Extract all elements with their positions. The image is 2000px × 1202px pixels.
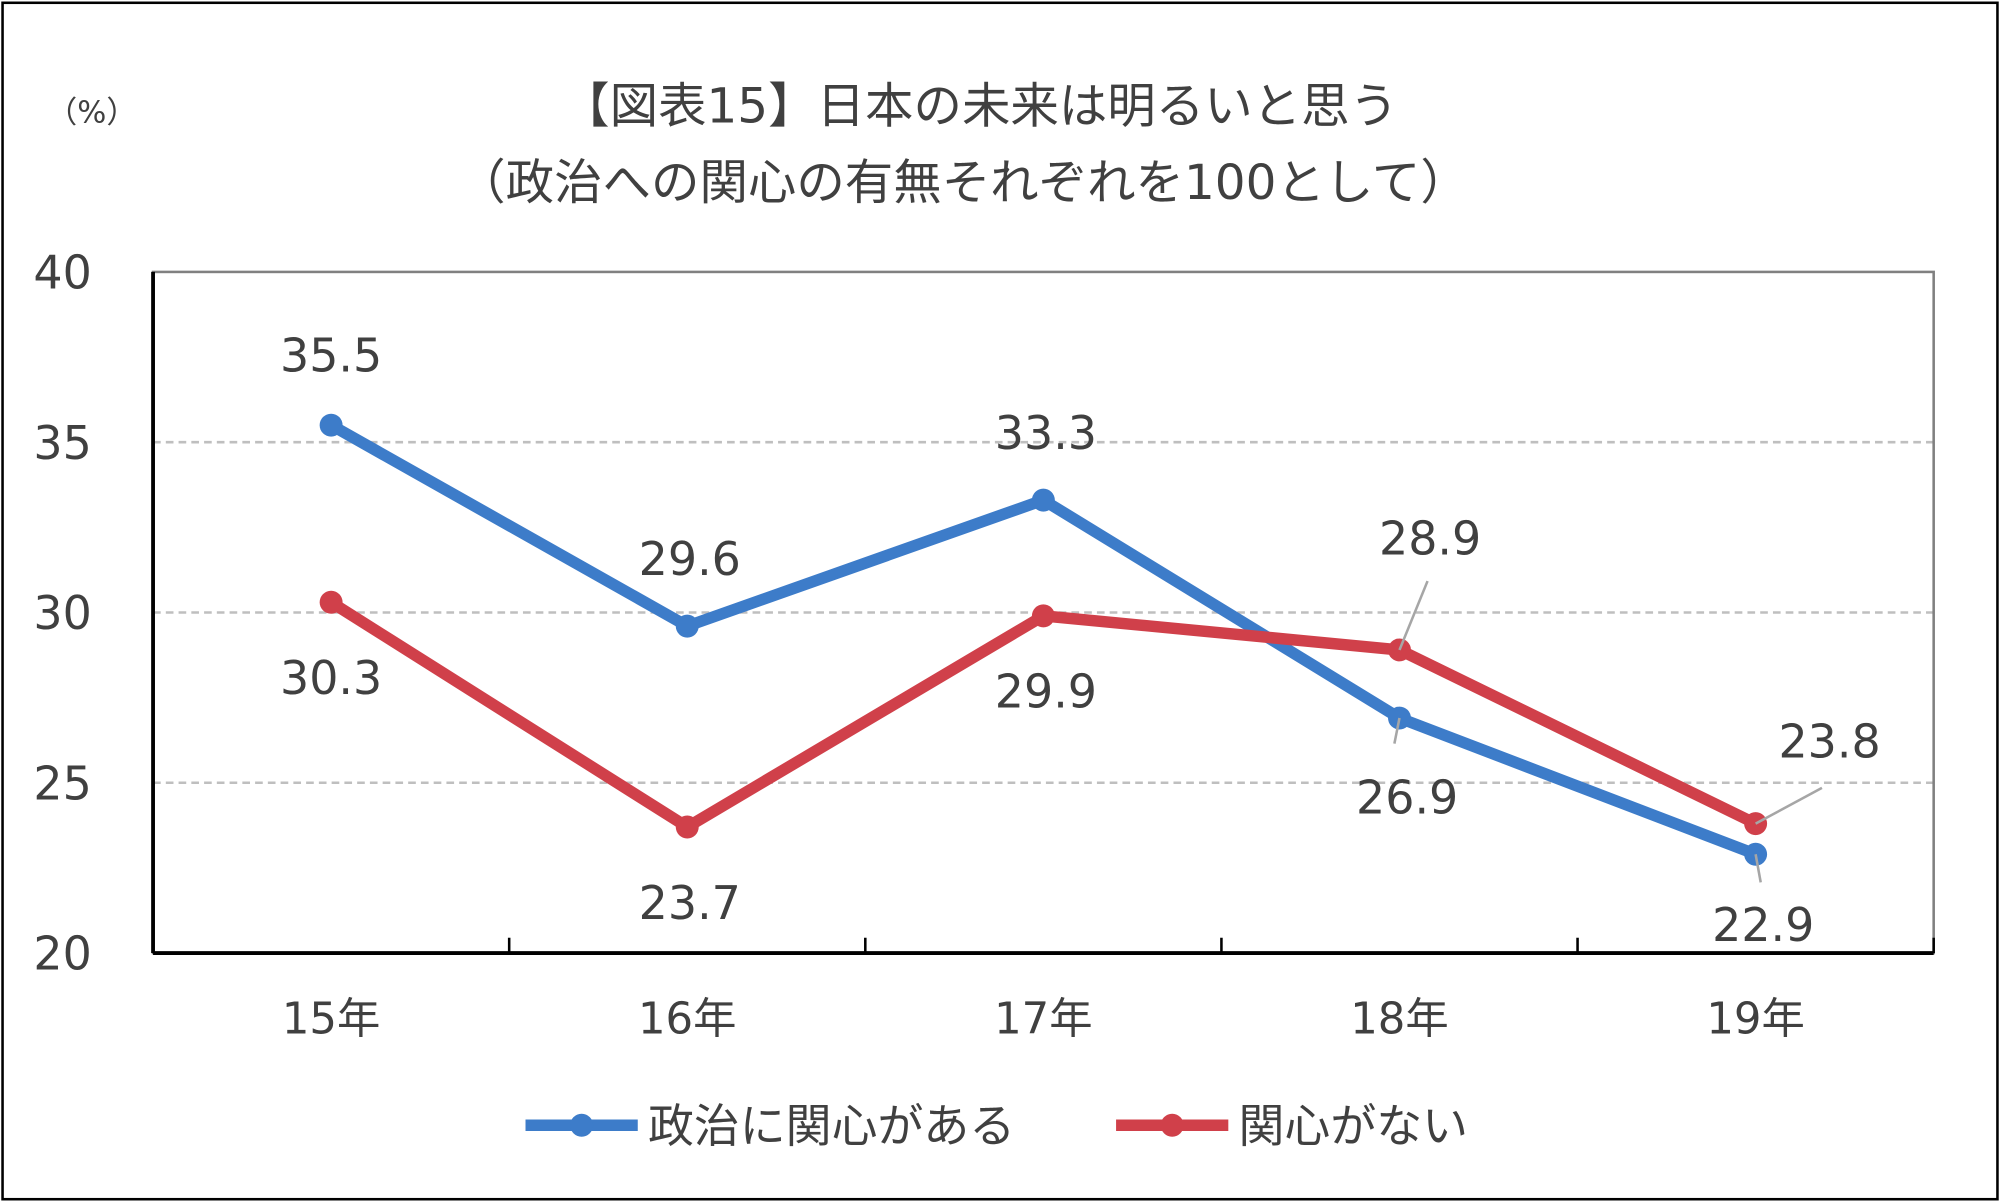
data-point [675, 614, 699, 638]
legend-marker [1160, 1113, 1184, 1137]
x-tick-label: 19年 [1706, 994, 1805, 1044]
x-tick-label: 15年 [282, 994, 381, 1044]
data-label: 35.5 [280, 329, 382, 383]
data-label: 22.9 [1712, 898, 1814, 952]
legend-label: 政治に関心がある [648, 1099, 1015, 1153]
data-label: 33.3 [995, 406, 1097, 460]
data-label: 23.7 [639, 876, 741, 930]
leader-line [1754, 854, 1762, 883]
data-point [319, 413, 343, 437]
leader-line [1398, 580, 1429, 651]
y-tick-label: 20 [33, 927, 91, 981]
data-point [675, 815, 699, 839]
x-tick-label: 18年 [1350, 994, 1449, 1044]
legend-item-1: 関心がない [1116, 1099, 1468, 1153]
chart-title: 【図表15】日本の未来は明るいと思う [561, 79, 1398, 135]
data-label: 29.9 [995, 665, 1097, 719]
leader-line [1755, 786, 1823, 825]
data-point [1744, 812, 1768, 836]
data-label: 26.9 [1356, 771, 1458, 825]
y-axis-unit: （%） [47, 96, 137, 131]
data-label: 28.9 [1379, 511, 1481, 565]
data-label: 29.6 [639, 532, 741, 586]
legend-marker [570, 1113, 594, 1137]
data-label: 23.8 [1778, 714, 1880, 768]
data-point [1031, 604, 1055, 628]
data-point [319, 590, 343, 614]
y-tick-label: 35 [33, 416, 91, 470]
legend-label: 関心がない [1239, 1099, 1469, 1153]
chart-subtitle: （政治への関心の有無それぞれを100として） [457, 155, 1469, 211]
y-tick-label: 25 [33, 756, 91, 810]
y-tick-label: 30 [33, 586, 91, 640]
legend-item-0: 政治に関心がある [525, 1099, 1015, 1153]
x-tick-label: 17年 [994, 994, 1093, 1044]
leader-line [1393, 717, 1401, 744]
x-tick-label: 16年 [638, 994, 737, 1044]
series-0: 35.5 29.6 33.3 26.9 22.9 [280, 329, 1814, 952]
data-label: 30.3 [280, 651, 382, 705]
data-point [1031, 488, 1055, 512]
series-1: 30.3 23.7 29.9 28.9 23.8 [280, 511, 1881, 930]
y-tick-label: 40 [33, 245, 91, 299]
